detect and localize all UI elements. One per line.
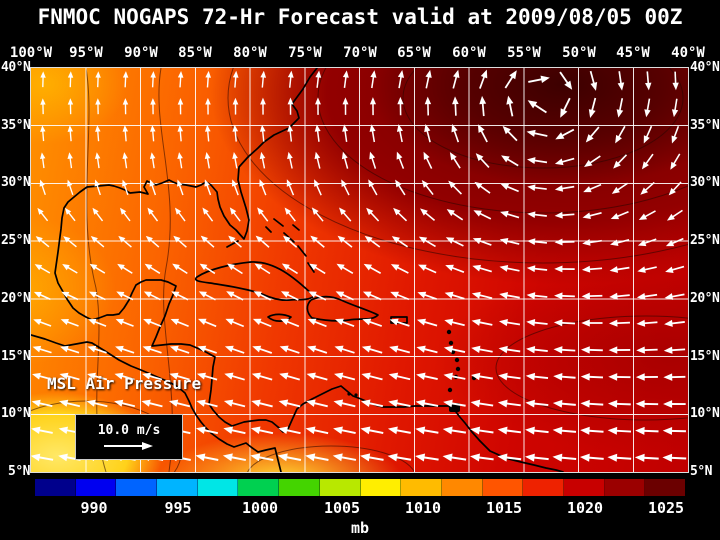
map-overlay-svg [31,68,688,472]
lon-tick-label: 50°W [562,45,596,61]
lat-tick-label: 25°N [1,233,31,248]
lat-tick-label: 40°N [690,60,720,75]
field-label: MSL Air Pressure [47,374,202,393]
lon-tick-label: 85°W [178,45,212,61]
colorbar-tick-label: 1010 [404,499,442,517]
lat-lon-grid-lines [31,68,688,472]
lat-tick-label: 30°N [690,175,720,190]
colorbar-tick-label: 1000 [241,499,279,517]
colorbar-tick-label: 995 [164,499,192,517]
lon-tick-label: 90°W [124,45,158,61]
lat-tick-label: 5°N [8,464,30,479]
colorbar-tick-label: 1005 [323,499,361,517]
colorbar-tick-label: 1025 [647,499,685,517]
lat-tick-label: 30°N [1,175,31,190]
page-title: FNMOC NOGAPS 72-Hr Forecast valid at 200… [37,5,683,29]
colorbar-tick-label: 1015 [485,499,523,517]
lat-tick-label: 15°N [1,349,31,364]
wind-scale-arrow [104,441,153,450]
lat-tick-label: 5°N [690,464,712,479]
lat-tick-label: 20°N [690,291,720,306]
colorbar [35,479,685,496]
colorbar-tick-label: 990 [80,499,108,517]
wind-scale-legend: 10.0 m/s [75,414,183,460]
lat-tick-label: 35°N [1,118,31,133]
lon-tick-label: 70°W [343,45,377,61]
lat-tick-label: 40°N [1,60,31,75]
lon-tick-label: 80°W [233,45,267,61]
lon-tick-label: 45°W [616,45,650,61]
lon-tick-label: 75°W [288,45,322,61]
lat-tick-label: 35°N [690,118,720,133]
lat-tick-label: 20°N [1,291,31,306]
lon-tick-label: 65°W [397,45,431,61]
map-canvas: MSL Air Pressure 10.0 m/s [30,67,689,473]
lon-tick-label: 100°W [9,45,53,61]
coastlines [31,68,564,472]
colorbar-tick-label: 1020 [566,499,604,517]
lon-tick-label: 95°W [69,45,103,61]
colorbar-unit: mb [350,519,370,537]
lat-tick-label: 10°N [1,406,31,421]
wind-arrows [31,68,688,465]
lon-tick-label: 40°W [671,45,705,61]
lat-tick-label: 15°N [690,349,720,364]
lat-tick-label: 25°N [690,233,720,248]
wind-scale-value: 10.0 m/s [97,422,161,438]
lat-tick-label: 10°N [690,406,720,421]
lon-tick-label: 55°W [507,45,541,61]
lon-tick-label: 60°W [452,45,486,61]
